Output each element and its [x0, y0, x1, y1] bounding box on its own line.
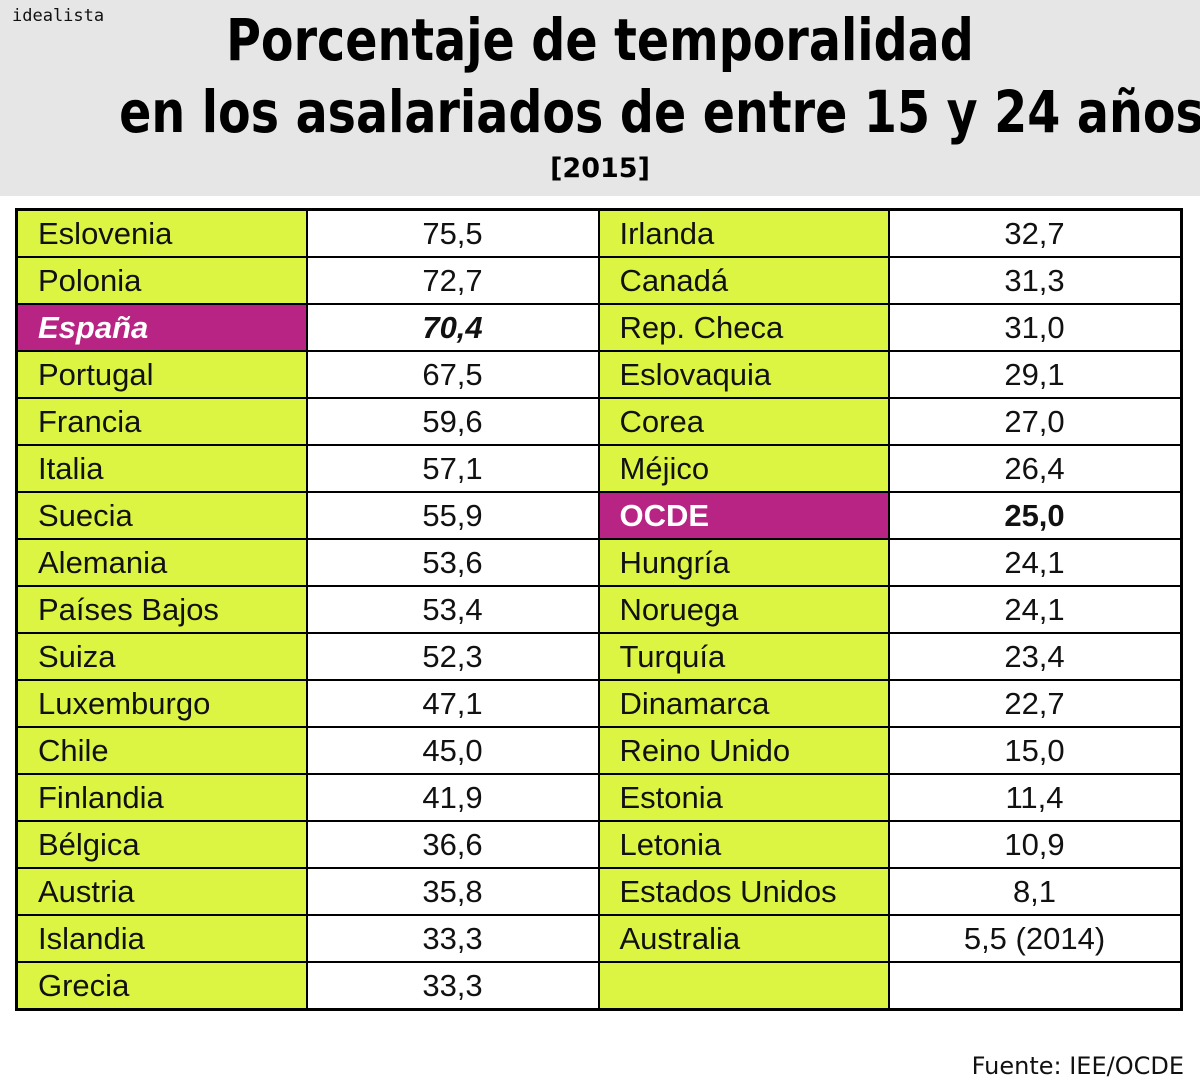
title-line-2: en los asalariados de entre 15 y 24 años	[119, 78, 1200, 146]
right-country-cell: Estados Unidos	[597, 867, 890, 916]
table-row: Polonia 72,7 Canadá 31,3	[15, 256, 1182, 305]
left-value-cell: 53,6	[305, 538, 600, 587]
left-value-cell: 33,3	[305, 914, 600, 963]
right-country-cell: Dinamarca	[597, 679, 890, 728]
table-row: Italia 57,1 Méjico 26,4	[15, 444, 1182, 493]
right-country-cell: Méjico	[597, 444, 890, 493]
left-value-cell: 75,5	[305, 208, 600, 258]
right-value-cell: 22,7	[887, 679, 1182, 728]
table-row: Austria 35,8 Estados Unidos 8,1	[15, 867, 1182, 916]
right-value-cell: 5,5 (2014)	[887, 914, 1182, 963]
right-country-cell: Irlanda	[597, 208, 890, 258]
left-value-cell: 45,0	[305, 726, 600, 775]
left-value-cell: 35,8	[305, 867, 600, 916]
right-value-cell: 26,4	[887, 444, 1182, 493]
table-row: Finlandia 41,9 Estonia 11,4	[15, 773, 1182, 822]
right-value-cell	[887, 961, 1182, 1011]
table-row: Islandia 33,3 Australia 5,5 (2014)	[15, 914, 1182, 963]
table-row: Francia 59,6 Corea 27,0	[15, 397, 1182, 446]
left-value-cell: 72,7	[305, 256, 600, 305]
left-country-cell: Francia	[15, 397, 308, 446]
table-row: Alemania 53,6 Hungría 24,1	[15, 538, 1182, 587]
table-row: Suecia 55,9 OCDE 25,0	[15, 491, 1182, 540]
left-value-cell: 55,9	[305, 491, 600, 540]
right-value-cell: 31,3	[887, 256, 1182, 305]
title-line-2-wrap: en los asalariados de entre 15 y 24 años	[0, 76, 1200, 148]
left-value-cell: 53,4	[305, 585, 600, 634]
table-row: Grecia 33,3	[15, 961, 1182, 1011]
right-value-cell: 10,9	[887, 820, 1182, 869]
table-row: Eslovenia 75,5 Irlanda 32,7	[15, 208, 1182, 258]
left-value-cell: 36,6	[305, 820, 600, 869]
left-country-cell: Suiza	[15, 632, 308, 681]
right-country-cell: Rep. Checa	[597, 303, 890, 352]
right-value-cell: 25,0	[887, 491, 1182, 540]
left-country-cell: Luxemburgo	[15, 679, 308, 728]
left-country-cell: Islandia	[15, 914, 308, 963]
header: idealista Porcentaje de temporalidad en …	[0, 0, 1200, 196]
idealista-logo: idealista	[12, 6, 105, 26]
right-value-cell: 24,1	[887, 585, 1182, 634]
title-line-1-wrap: Porcentaje de temporalidad	[0, 4, 1200, 76]
left-country-cell: España	[15, 303, 308, 352]
left-country-cell: Italia	[15, 444, 308, 493]
table-row: Portugal 67,5 Eslovaquia 29,1	[15, 350, 1182, 399]
subtitle-year: [2015]	[550, 153, 650, 184]
left-country-cell: Portugal	[15, 350, 308, 399]
left-country-cell: Finlandia	[15, 773, 308, 822]
left-country-cell: Alemania	[15, 538, 308, 587]
right-country-cell: Reino Unido	[597, 726, 890, 775]
left-country-cell: Suecia	[15, 491, 308, 540]
right-value-cell: 15,0	[887, 726, 1182, 775]
left-value-cell: 70,4	[305, 303, 600, 352]
table-row: Chile 45,0 Reino Unido 15,0	[15, 726, 1182, 775]
right-country-cell: Eslovaquia	[597, 350, 890, 399]
right-value-cell: 27,0	[887, 397, 1182, 446]
left-country-cell: Eslovenia	[15, 208, 308, 258]
left-value-cell: 67,5	[305, 350, 600, 399]
left-value-cell: 57,1	[305, 444, 600, 493]
left-value-cell: 47,1	[305, 679, 600, 728]
right-value-cell: 23,4	[887, 632, 1182, 681]
left-country-cell: Polonia	[15, 256, 308, 305]
right-value-cell: 29,1	[887, 350, 1182, 399]
right-value-cell: 24,1	[887, 538, 1182, 587]
table-row: Suiza 52,3 Turquía 23,4	[15, 632, 1182, 681]
left-value-cell: 33,3	[305, 961, 600, 1011]
data-table: Eslovenia 75,5 Irlanda 32,7 Polonia 72,7 Canad…	[15, 208, 1183, 1011]
table-row: España 70,4 Rep. Checa 31,0	[15, 303, 1182, 352]
source-note: Fuente: IEE/OCDE	[971, 1052, 1184, 1080]
left-country-cell: Países Bajos	[15, 585, 308, 634]
right-value-cell: 31,0	[887, 303, 1182, 352]
right-country-cell: Noruega	[597, 585, 890, 634]
title-line-1: Porcentaje de temporalidad	[226, 6, 974, 74]
right-value-cell: 32,7	[887, 208, 1182, 258]
right-value-cell: 8,1	[887, 867, 1182, 916]
right-country-cell: Canadá	[597, 256, 890, 305]
right-value-cell: 11,4	[887, 773, 1182, 822]
table-row: Luxemburgo 47,1 Dinamarca 22,7	[15, 679, 1182, 728]
left-value-cell: 59,6	[305, 397, 600, 446]
left-country-cell: Grecia	[15, 961, 308, 1011]
left-value-cell: 52,3	[305, 632, 600, 681]
right-country-cell: Turquía	[597, 632, 890, 681]
left-country-cell: Austria	[15, 867, 308, 916]
left-country-cell: Chile	[15, 726, 308, 775]
right-country-cell: Estonia	[597, 773, 890, 822]
right-country-cell: Australia	[597, 914, 890, 963]
right-country-cell: OCDE	[597, 491, 890, 540]
left-country-cell: Bélgica	[15, 820, 308, 869]
page-title: Porcentaje de temporalidad en los asalar…	[0, 4, 1200, 148]
left-value-cell: 41,9	[305, 773, 600, 822]
right-country-cell	[597, 961, 890, 1011]
right-country-cell: Letonia	[597, 820, 890, 869]
right-country-cell: Corea	[597, 397, 890, 446]
table-row: Bélgica 36,6 Letonia 10,9	[15, 820, 1182, 869]
table-row: Países Bajos 53,4 Noruega 24,1	[15, 585, 1182, 634]
right-country-cell: Hungría	[597, 538, 890, 587]
